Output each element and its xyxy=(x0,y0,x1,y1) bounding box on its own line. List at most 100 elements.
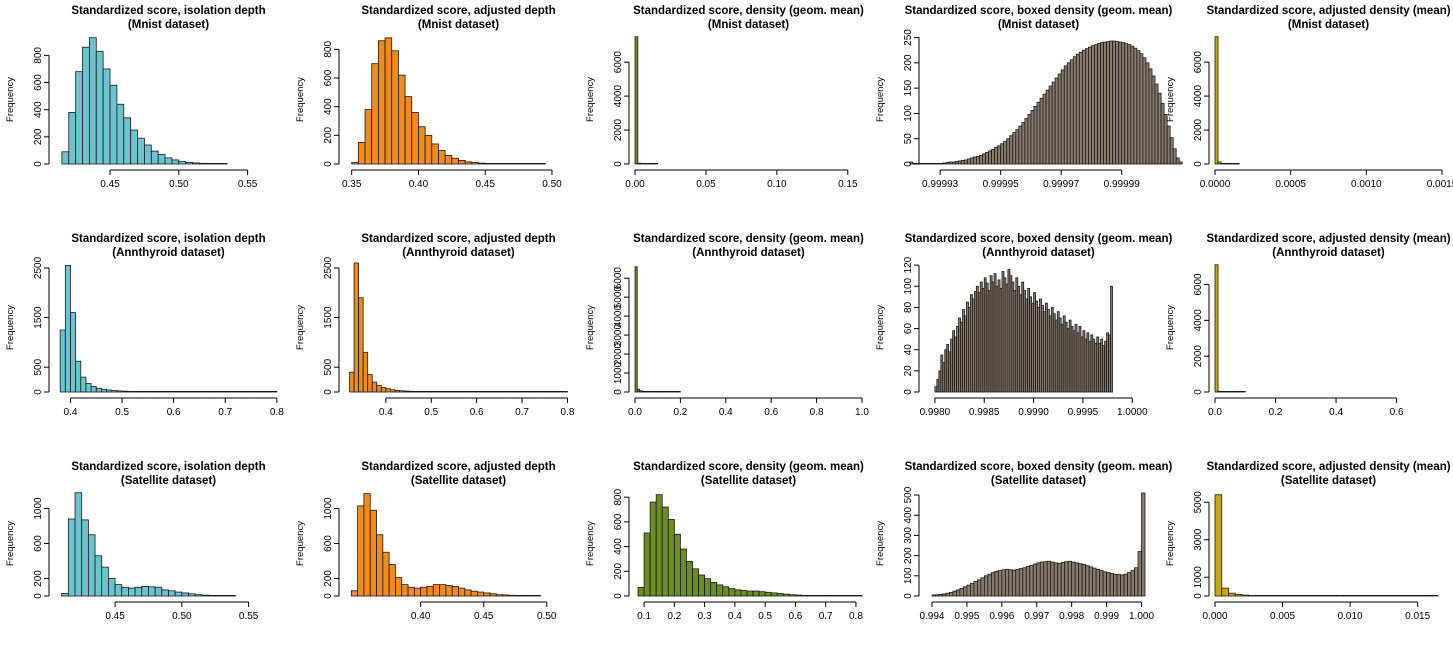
histogram-bar xyxy=(185,161,193,165)
histogram-bar xyxy=(377,40,386,165)
histogram-bar xyxy=(61,151,70,165)
histogram-bar xyxy=(1424,594,1432,597)
histogram-bar xyxy=(1214,494,1223,597)
y-tick-label: 400 xyxy=(613,538,624,555)
histogram-bar xyxy=(1110,285,1113,393)
histogram-bar xyxy=(1235,390,1240,393)
histogram-bar xyxy=(116,390,123,393)
histogram-bar xyxy=(426,390,432,393)
histogram-bar xyxy=(178,161,187,165)
histogram-bar xyxy=(1036,101,1041,165)
histogram-bar xyxy=(453,390,459,393)
histogram-bar xyxy=(141,585,149,597)
histogram-bar xyxy=(1282,594,1290,597)
histogram-bar xyxy=(1030,109,1035,165)
histogram-bar xyxy=(933,162,938,165)
histogram-bar xyxy=(1109,40,1114,165)
histogram-bar xyxy=(1102,571,1108,597)
histogram-bar xyxy=(1342,594,1351,597)
chart-subtitle: (Annthyroid dataset) xyxy=(112,247,225,259)
y-axis-label: Frequency xyxy=(875,77,886,122)
histogram-bar xyxy=(1066,62,1071,165)
histogram-bar xyxy=(126,390,133,393)
chart-subtitle: (Annthyroid dataset) xyxy=(402,247,515,259)
histogram-bar xyxy=(994,146,999,165)
y-tick-label: 0 xyxy=(323,593,334,599)
y-tick-label: 500 xyxy=(33,358,44,375)
y-tick-label: 0 xyxy=(613,593,624,599)
histogram-bar xyxy=(1214,264,1219,393)
histogram-bar xyxy=(371,381,378,393)
histogram-bar xyxy=(128,587,136,597)
histogram-bar xyxy=(147,390,154,393)
histogram-bar xyxy=(1154,83,1159,165)
y-axis-label: Frequency xyxy=(875,521,886,566)
histogram-bar xyxy=(1012,132,1017,165)
chart-subtitle: (Mnist dataset) xyxy=(1288,19,1369,31)
histogram-bar xyxy=(1064,561,1069,597)
histogram-panel: Standardized score, isolation depth (Annt… xyxy=(5,233,284,418)
histogram-bar xyxy=(535,390,541,393)
histogram-bar xyxy=(435,390,441,393)
histogram-bar xyxy=(61,592,69,597)
histogram-bar xyxy=(80,376,87,393)
x-tick-label: 1.000 xyxy=(1129,611,1154,622)
y-tick-label: 600 xyxy=(33,535,44,552)
y-tick-label: 200 xyxy=(903,547,914,564)
histogram-bar xyxy=(945,162,950,165)
x-tick-label: 0.015 xyxy=(1405,611,1430,622)
y-tick-label: 600 xyxy=(33,74,44,91)
x-tick-label: 0.55 xyxy=(238,179,258,190)
histogram-bar xyxy=(634,266,638,393)
histogram-bar xyxy=(1004,568,1010,597)
y-axis-label: Frequency xyxy=(295,77,306,122)
histogram-bar xyxy=(963,586,968,597)
histogram-panel: Standardized score, adjusted density (me… xyxy=(1165,5,1453,190)
histogram-bar xyxy=(491,162,499,165)
y-tick-label: 200 xyxy=(323,127,334,144)
y-tick-label: 200 xyxy=(613,563,624,580)
x-tick-label: 0.9980 xyxy=(920,407,951,418)
x-tick-label: 0.7 xyxy=(515,407,529,418)
histogram-bar xyxy=(1067,560,1073,597)
histogram-bar xyxy=(956,589,961,597)
histogram-panel: Standardized score, density (geom. mean)… xyxy=(585,461,864,622)
histogram-bar xyxy=(201,594,209,597)
histogram-bar xyxy=(1302,594,1310,597)
x-tick-label: 0.35 xyxy=(342,179,362,190)
y-tick-label: 2000 xyxy=(1193,118,1204,141)
histogram-bar xyxy=(637,586,645,597)
histogram-bar xyxy=(1060,69,1065,165)
y-tick-label: 1500 xyxy=(323,306,334,329)
x-tick-label: 0.10 xyxy=(767,179,787,190)
chart-title: Standardized score, density (geom. mean) xyxy=(633,233,864,245)
y-axis-label: Frequency xyxy=(585,521,596,566)
histogram-bar xyxy=(367,374,373,393)
y-tick-label: 200 xyxy=(903,54,914,71)
histogram-bar xyxy=(1223,390,1228,393)
x-tick-label: 0.8 xyxy=(849,611,863,622)
histogram-bar xyxy=(101,388,107,393)
x-tick-label: 0.5 xyxy=(758,611,772,622)
histogram-bar xyxy=(661,506,669,597)
y-tick-label: 100 xyxy=(903,277,914,294)
histogram-bar xyxy=(935,594,940,597)
histogram-bar xyxy=(1151,75,1156,165)
histogram-bar xyxy=(1232,162,1237,165)
x-tick-label: 1.0 xyxy=(855,407,869,418)
histogram-bar xyxy=(1137,551,1142,597)
histogram-bar xyxy=(489,593,497,597)
histogram-bar xyxy=(1322,594,1331,597)
y-tick-label: 1000 xyxy=(323,497,334,520)
histogram-bar xyxy=(245,390,252,393)
histogram-bar xyxy=(467,390,473,393)
histogram-bar xyxy=(1315,594,1324,597)
histogram-bar xyxy=(931,594,936,597)
x-tick-label: 0.5 xyxy=(115,407,129,418)
histogram-bar xyxy=(394,389,400,393)
histogram-bar xyxy=(1116,574,1121,597)
histogram-bar xyxy=(398,74,406,165)
histogram-bar xyxy=(1078,563,1083,597)
histogram-bar xyxy=(1001,569,1006,597)
histogram-bar xyxy=(1051,81,1056,165)
